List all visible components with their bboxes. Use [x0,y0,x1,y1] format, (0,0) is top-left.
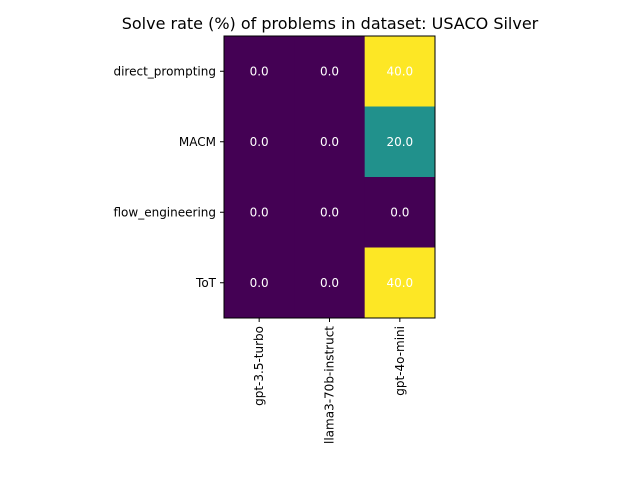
x-tick-label: gpt-4o-mini [393,326,407,396]
x-tick-label: llama3-70b-instruct [323,326,337,444]
heatmap-cell [294,247,366,319]
y-tick-label: direct_prompting [113,64,216,78]
heatmap-cells [224,36,436,319]
cell-value-label: 0.0 [250,135,269,149]
cell-value-labels: 0.0 0.0 40.0 0.0 0.0 20.0 0.0 0.0 0.0 0.0 0.0 40.0 [250,64,414,290]
cell-value-label: 0.0 [320,64,339,78]
y-tick-label: flow_engineering [113,205,216,219]
heatmap-cell [294,106,366,178]
cell-value-label: 0.0 [250,64,269,78]
x-axis: gpt-3.5-turbo llama3-70b-instruct gpt-4o-m… [252,318,407,444]
heatmap-cell [224,36,295,107]
heatmap-cell [364,177,436,248]
y-axis: direct_prompting MACM flow_engineering ToT [113,64,224,290]
cell-value-label: 0.0 [320,276,339,290]
heatmap-cell [364,247,436,319]
heatmap-cell [364,106,436,178]
heatmap-cell [294,36,366,107]
cell-value-label: 40.0 [386,276,413,290]
x-tick-label: gpt-3.5-turbo [252,326,266,406]
cell-value-label: 0.0 [250,276,269,290]
heatmap-cell [294,177,366,248]
heatmap-cell [224,247,295,319]
cell-value-label: 0.0 [390,205,409,219]
y-tick-label: MACM [179,135,216,149]
cell-value-label: 0.0 [320,205,339,219]
heatmap-cell [364,36,436,107]
cell-value-label: 0.0 [320,135,339,149]
y-tick-label: ToT [195,276,217,290]
heatmap-cell [224,106,295,178]
heatmap-cell [224,177,295,248]
chart-title: Solve rate (%) of problems in dataset: U… [122,14,539,33]
cell-value-label: 20.0 [386,135,413,149]
cell-value-label: 40.0 [386,64,413,78]
cell-value-label: 0.0 [250,205,269,219]
